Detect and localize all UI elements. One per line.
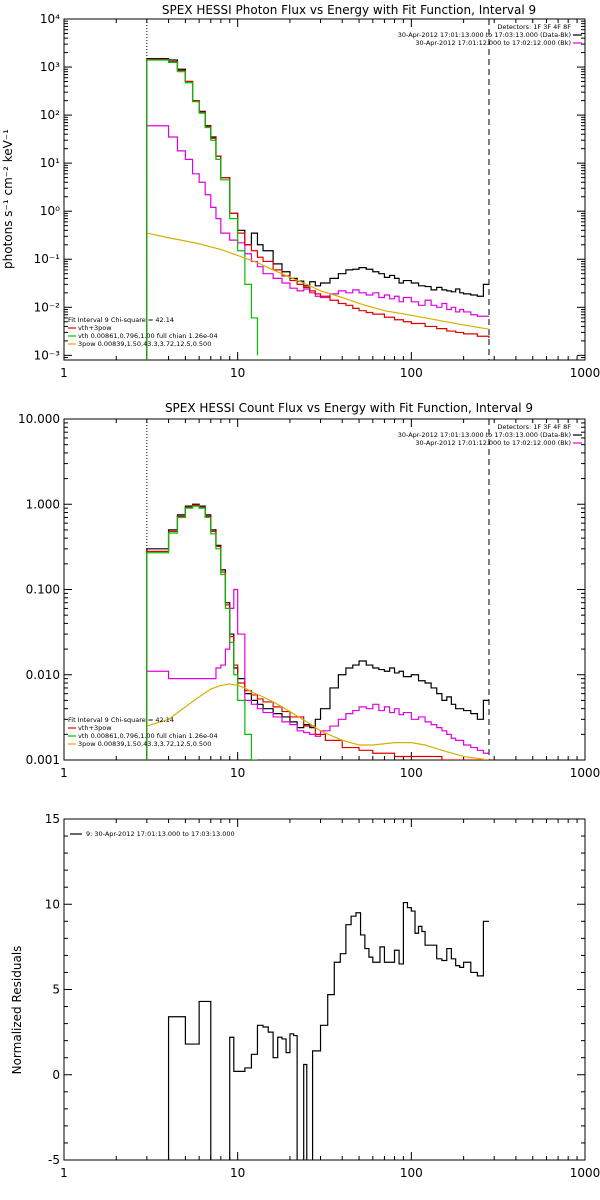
x-tick-label: 100 bbox=[400, 366, 423, 380]
series-vth-3pow bbox=[146, 504, 489, 760]
series-data-bk bbox=[146, 503, 489, 760]
x-tick-label: 10 bbox=[230, 1166, 245, 1180]
y-tick-label: 10⁻³ bbox=[34, 348, 61, 362]
x-tick-label: 1000 bbox=[570, 1166, 600, 1180]
y-tick-label: 10 bbox=[45, 897, 60, 911]
legend-entry: 30-Apr-2012 17:01:13.000 to 17:03:13.000… bbox=[398, 431, 571, 439]
series-bk bbox=[146, 588, 489, 760]
count-flux-panel: SPEX HESSI Count Flux vs Energy with Fit… bbox=[18, 401, 600, 780]
legend-entry: 9: 30-Apr-2012 17:01:13.000 to 17:03:13.… bbox=[86, 830, 235, 838]
residuals-plot-frame bbox=[63, 818, 586, 1161]
x-tick-label: 10 bbox=[230, 366, 245, 380]
series-group bbox=[146, 503, 490, 760]
x-tick-label: 1000 bbox=[570, 366, 600, 380]
y-tick-label: 10¹ bbox=[40, 156, 60, 170]
y-tick-label: 10⁰ bbox=[40, 204, 60, 218]
x-tick-label: 1000 bbox=[570, 766, 600, 780]
series-vth bbox=[146, 59, 259, 360]
y-tick-label: 10³ bbox=[40, 60, 60, 74]
x-tick-label: 1 bbox=[60, 1166, 68, 1180]
series-vth bbox=[146, 505, 258, 760]
legend-entry: Detectors: 1F 3F 4F 8F bbox=[497, 23, 571, 31]
y-tick-label: 10⁻² bbox=[34, 300, 61, 314]
y-tick-label: -5 bbox=[48, 1153, 60, 1167]
y-tick-label: 10.000 bbox=[18, 412, 60, 426]
series-group bbox=[146, 57, 490, 360]
photon-flux-plot-frame bbox=[63, 18, 586, 361]
legend-entry: Detectors: 1F 3F 4F 8F bbox=[497, 423, 571, 431]
count-flux-title: SPEX HESSI Count Flux vs Energy with Fit… bbox=[165, 401, 533, 415]
y-tick-label: 10⁻¹ bbox=[34, 252, 61, 266]
fit-legend-entry: vth 0.00861,0.796,1.00 full chian 1.26e-… bbox=[78, 332, 218, 340]
series-3pow bbox=[146, 683, 490, 760]
y-tick-label: 0.100 bbox=[26, 583, 60, 597]
photon-flux-title: SPEX HESSI Photon Flux vs Energy with Fi… bbox=[162, 3, 536, 17]
x-tick-label: 100 bbox=[400, 1166, 423, 1180]
fit-legend-entry: vth+3pow bbox=[78, 324, 112, 332]
x-tick-label: 10 bbox=[230, 766, 245, 780]
series-bk bbox=[146, 125, 489, 360]
residuals-panel: Normalized Residuals 1 10 100 1000 -5 0 5 10 15 9… bbox=[10, 812, 600, 1180]
y-tick-label: 1.000 bbox=[26, 497, 60, 511]
y-tick-label: 0 bbox=[52, 1068, 60, 1082]
legend-entry: 30-Apr-2012 17:01:12.000 to 17:02:12.000… bbox=[415, 39, 571, 47]
fit-legend-entry: vth 0.00861,0.796,1.00 full chian 1.26e-… bbox=[78, 732, 218, 740]
photon-flux-ylabel: photons s⁻¹ cm⁻² keV⁻¹ bbox=[1, 129, 15, 269]
legend-entry: 30-Apr-2012 17:01:12.000 to 17:02:12.000… bbox=[415, 439, 571, 447]
x-tick-label: 100 bbox=[400, 766, 423, 780]
series-data-bk bbox=[146, 57, 489, 360]
photon-flux-panel: SPEX HESSI Photon Flux vs Energy with Fi… bbox=[1, 3, 600, 380]
y-tick-label: 15 bbox=[45, 812, 60, 826]
y-tick-label: 10² bbox=[40, 108, 60, 122]
fit-legend-entry: 3pow 0.00839,1.50,43.3,3.72,12.5,0.500 bbox=[78, 340, 211, 348]
series-9-30-apr-2012-17-01-13-000-to-17-03-13-000 bbox=[167, 901, 489, 1160]
fit-legend-entry: vth+3pow bbox=[78, 724, 112, 732]
series-3pow bbox=[146, 232, 490, 330]
residuals-ylabel: Normalized Residuals bbox=[10, 946, 24, 1075]
y-tick-label: 10⁴ bbox=[40, 12, 60, 26]
x-tick-label: 1 bbox=[60, 766, 68, 780]
series-vth-3pow bbox=[146, 58, 490, 360]
fit-legend-entry: 3pow 0.00839,1.50,43.3,3.72,12.5,0.500 bbox=[78, 740, 211, 748]
x-tick-label: 1 bbox=[60, 366, 68, 380]
series-group bbox=[167, 901, 489, 1160]
legend-entry: 30-Apr-2012 17:01:13.000 to 17:03:13.000… bbox=[398, 31, 571, 39]
y-tick-label: 0.010 bbox=[26, 668, 60, 682]
fit-legend-entry: Fit Interval 9 Chi-square = 42.14 bbox=[68, 716, 174, 724]
y-tick-label: 5 bbox=[52, 983, 60, 997]
y-tick-label: 0.001 bbox=[26, 753, 60, 767]
fit-legend-entry: Fit Interval 9 Chi-square = 42.14 bbox=[68, 316, 174, 324]
